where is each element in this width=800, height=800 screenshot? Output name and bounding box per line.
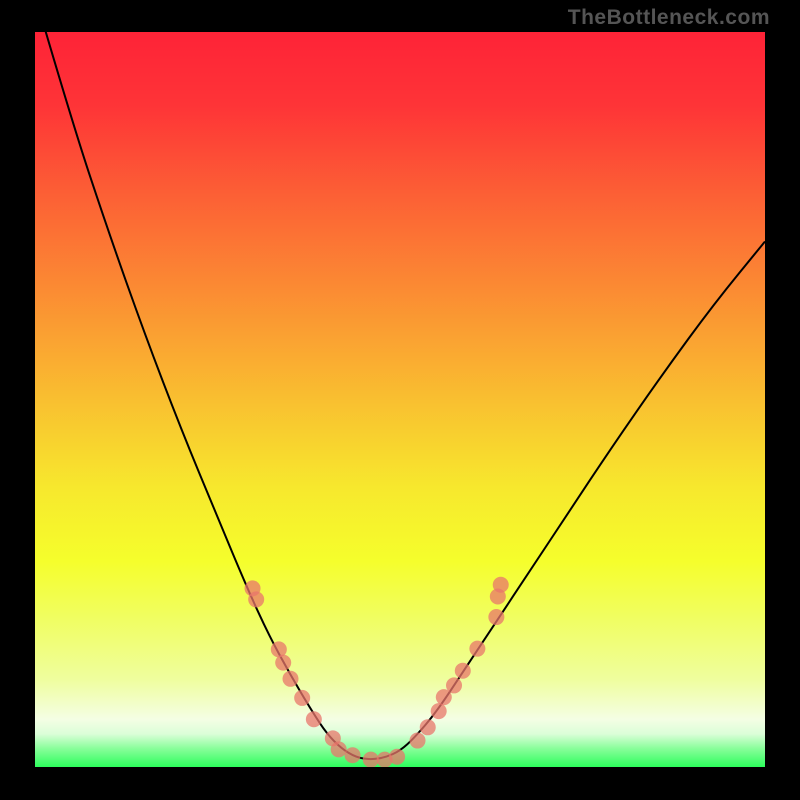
data-marker [431,703,447,719]
data-marker [488,609,504,625]
data-marker [446,677,462,693]
curve-layer [35,32,765,767]
data-marker [469,641,485,657]
data-marker [345,747,361,763]
data-marker [363,752,379,767]
data-marker [410,733,426,749]
bottleneck-chart: TheBottleneck.com [0,0,800,800]
data-marker [331,741,347,757]
data-marker [306,711,322,727]
data-marker [283,671,299,687]
bottleneck-curve [35,32,765,759]
data-marker [493,577,509,593]
watermark-text: TheBottleneck.com [568,6,770,30]
data-marker [455,663,471,679]
data-marker [294,690,310,706]
data-marker [389,749,405,765]
data-marker [275,655,291,671]
data-marker [420,719,436,735]
data-marker [248,591,264,607]
plot-area [35,32,765,767]
